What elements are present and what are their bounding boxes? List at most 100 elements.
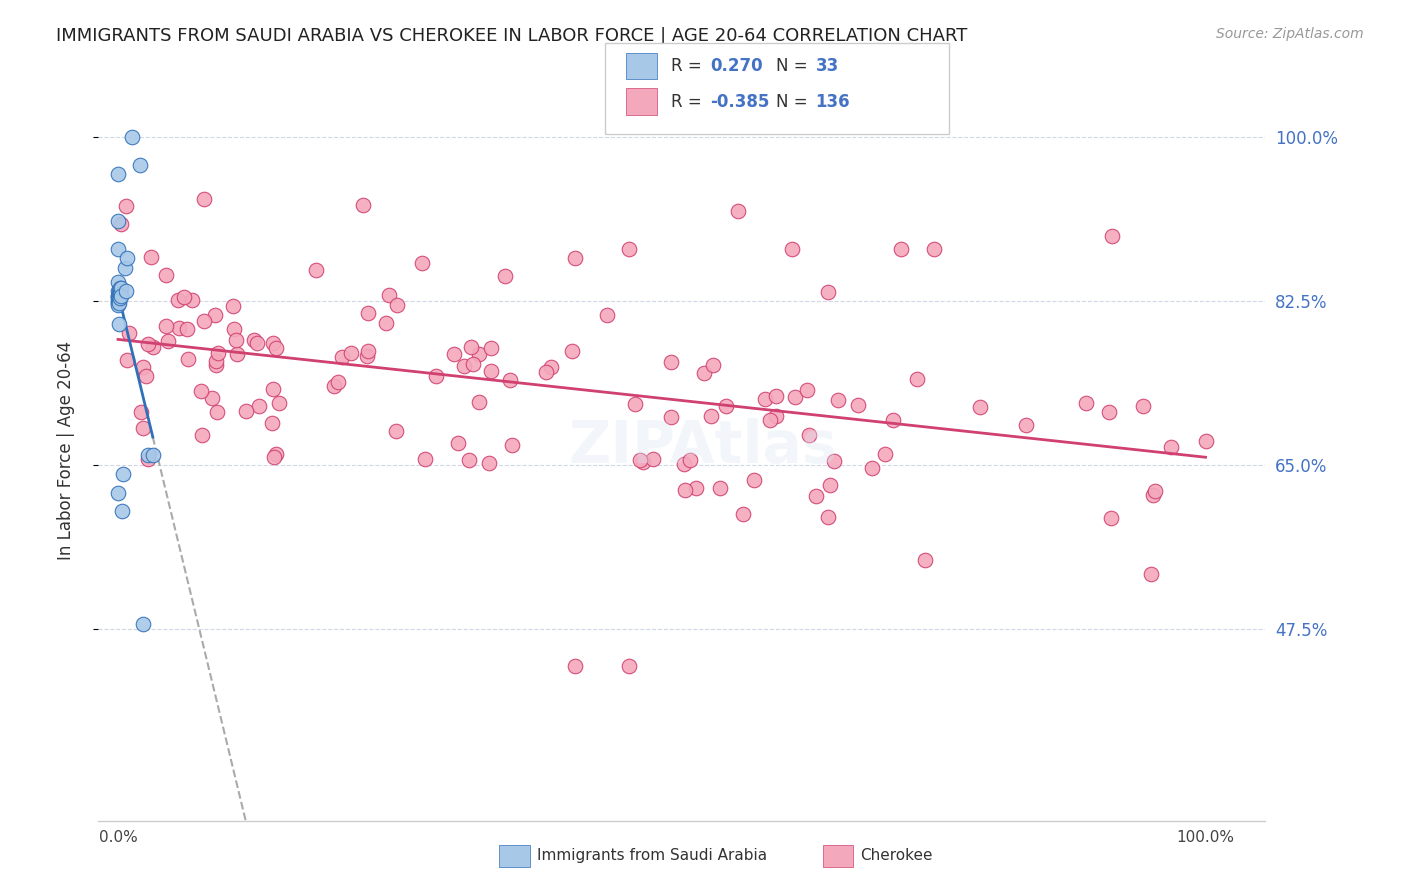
Point (534, 365, 557, 379)
Point (1194, 434, 1216, 449)
Point (204, 359, 226, 373)
Point (114, 284, 136, 298)
Point (167, 321, 190, 335)
Point (914, 552, 936, 566)
Text: N =: N = (776, 57, 813, 75)
Text: -0.385: -0.385 (710, 93, 769, 111)
Point (107, 289, 129, 303)
Point (155, 268, 177, 282)
Point (108, 289, 131, 303)
Point (107, 485, 129, 500)
Point (873, 447, 896, 461)
Point (330, 350, 353, 364)
Point (243, 334, 266, 348)
Point (323, 379, 346, 393)
Point (191, 427, 214, 442)
Point (108, 291, 131, 305)
Point (1098, 405, 1121, 419)
Point (561, 343, 583, 358)
Point (499, 373, 522, 387)
Y-axis label: In Labor Force | Age 20-64: In Labor Force | Age 20-64 (56, 341, 75, 560)
Point (479, 341, 502, 355)
Point (827, 392, 849, 407)
Point (377, 287, 399, 301)
Point (139, 250, 162, 264)
Point (731, 507, 754, 521)
Point (425, 369, 447, 384)
Point (262, 382, 284, 396)
Point (617, 659, 640, 673)
Point (107, 167, 129, 181)
Point (352, 198, 374, 212)
Point (107, 293, 129, 308)
Point (969, 400, 991, 414)
Text: Immigrants from Saudi Arabia: Immigrants from Saudi Arabia (537, 848, 768, 863)
Point (267, 396, 290, 410)
Point (121, 129, 143, 144)
Point (759, 413, 782, 427)
Point (540, 359, 562, 374)
Point (262, 335, 284, 350)
Point (796, 384, 818, 398)
Text: R =: R = (671, 93, 707, 111)
Point (107, 296, 129, 310)
Point (742, 473, 765, 487)
Point (193, 193, 215, 207)
Point (374, 317, 396, 331)
Point (136, 336, 159, 351)
Point (797, 427, 820, 442)
Text: N =: N = (776, 93, 813, 111)
Point (384, 424, 406, 438)
Point (765, 409, 787, 424)
Point (107, 298, 129, 312)
Point (860, 461, 883, 475)
Point (817, 285, 839, 299)
Point (357, 306, 380, 320)
Point (685, 481, 707, 495)
Point (173, 290, 195, 304)
Point (107, 214, 129, 228)
Point (107, 289, 129, 303)
Point (411, 256, 433, 270)
Point (128, 158, 150, 172)
Point (225, 333, 247, 347)
Text: R =: R = (671, 57, 707, 75)
Point (413, 452, 436, 467)
Point (494, 268, 516, 283)
Point (702, 359, 724, 373)
Point (226, 346, 249, 360)
Point (264, 446, 287, 460)
Point (783, 390, 806, 404)
Point (112, 467, 135, 481)
Point (905, 372, 928, 386)
Point (117, 353, 139, 368)
Point (115, 252, 138, 266)
Point (110, 217, 132, 231)
Text: 136: 136 (815, 93, 851, 111)
Point (1140, 567, 1163, 582)
Point (564, 659, 586, 673)
Point (1160, 440, 1182, 454)
Point (673, 483, 696, 497)
Point (709, 481, 731, 495)
Point (246, 335, 269, 350)
Point (564, 252, 586, 266)
Point (155, 318, 177, 333)
Point (181, 293, 204, 307)
Text: IMMIGRANTS FROM SAUDI ARABIA VS CHEROKEE IN LABOR FORCE | AGE 20-64 CORRELATION : IMMIGRANTS FROM SAUDI ARABIA VS CHEROKEE… (56, 27, 967, 45)
Point (205, 404, 228, 418)
Point (108, 287, 131, 301)
Point (468, 395, 491, 409)
Point (385, 298, 408, 312)
Point (305, 263, 328, 277)
Point (132, 359, 155, 374)
Point (447, 435, 470, 450)
Point (142, 448, 165, 462)
Text: 0.270: 0.270 (710, 57, 762, 75)
Point (1101, 229, 1123, 244)
Point (132, 616, 155, 631)
Point (823, 454, 845, 468)
Point (468, 347, 491, 361)
Point (221, 299, 243, 313)
Point (135, 369, 157, 384)
